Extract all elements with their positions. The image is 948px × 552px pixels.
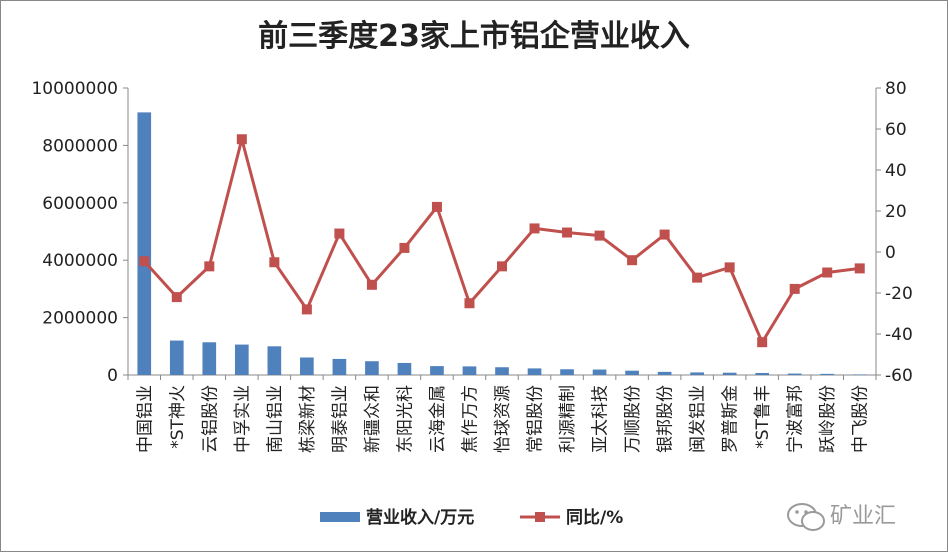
x-category-label: 南山铝业 — [265, 385, 285, 453]
bar — [592, 369, 607, 375]
bar — [202, 342, 217, 375]
x-category-label: 银邦股份 — [656, 385, 676, 453]
right-tick-label: 0 — [885, 243, 896, 263]
bar — [527, 368, 542, 375]
yoy-point — [627, 255, 638, 266]
yoy-point — [497, 261, 507, 272]
x-category-label: 中孚实业 — [233, 385, 253, 453]
bar — [332, 358, 347, 375]
watermark: 矿业汇 — [787, 503, 896, 531]
left-tick-label: 2000000 — [42, 309, 118, 329]
x-category-label: 怡球资源 — [493, 385, 513, 453]
x-category-label: 中飞股份 — [851, 385, 871, 453]
yoy-point — [757, 337, 768, 348]
yoy-point — [366, 279, 377, 290]
bar — [657, 371, 672, 375]
right-tick-label: 60 — [885, 120, 907, 140]
yoy-point — [301, 304, 312, 315]
chart-title: 前三季度23家上市铝企营业收入 — [258, 19, 690, 54]
yoy-point — [854, 263, 865, 274]
x-category-label: 焦作万方 — [460, 385, 480, 453]
yoy-point — [204, 261, 215, 272]
x-category-label: 常铝股份 — [526, 385, 546, 453]
yoy-point — [431, 201, 442, 212]
bar — [787, 373, 802, 375]
yoy-point — [171, 292, 182, 303]
x-category-label: *ST神火 — [168, 385, 188, 449]
x-category-label: 云铝股份 — [200, 385, 220, 453]
bar — [755, 372, 770, 375]
yoy-point — [269, 257, 280, 268]
yoy-point — [236, 134, 247, 145]
left-tick-label: 10000000 — [31, 79, 118, 99]
legend-bar-swatch — [320, 512, 360, 522]
yoy-point — [139, 256, 150, 267]
wechat-icon — [787, 503, 825, 531]
left-tick-label: 4000000 — [42, 251, 118, 271]
right-tick-label: 40 — [885, 161, 907, 181]
x-category-label: 利源精制 — [558, 385, 578, 453]
plot-area: 0 2000000 4000000 6000000 8000000 10000000 -60… — [31, 79, 912, 453]
yoy-point — [724, 262, 735, 273]
yoy-point — [692, 272, 703, 283]
legend: 营业收入/万元 同比/% — [320, 507, 623, 528]
yoy-point — [464, 298, 475, 309]
legend-label-revenue: 营业收入/万元 — [366, 507, 474, 528]
x-category-label: 宁波富邦 — [786, 385, 806, 453]
bar — [365, 361, 379, 375]
bar — [690, 372, 704, 375]
yoy-point — [659, 229, 670, 240]
right-tick-label: 20 — [885, 202, 907, 222]
left-tick-label: 0 — [107, 366, 118, 386]
bar — [137, 112, 152, 376]
legend-marker-swatch — [535, 512, 545, 522]
bar — [300, 357, 314, 375]
yoy-point — [562, 227, 573, 238]
right-tick-label: -20 — [885, 284, 913, 304]
left-tick-label: 6000000 — [42, 194, 118, 214]
right-tick-label: -40 — [885, 325, 913, 345]
x-category-label: 云海金属 — [428, 385, 448, 453]
yoy-point — [529, 223, 540, 234]
watermark-text: 矿业汇 — [830, 504, 896, 529]
yoy-series-line — [143, 137, 860, 344]
yoy-point — [789, 283, 800, 294]
bar — [462, 366, 477, 375]
bar — [430, 366, 444, 375]
bar — [722, 372, 737, 375]
x-category-label: 明泰铝业 — [330, 385, 350, 453]
yoy-point — [822, 267, 833, 278]
x-category-label: 中国铝业 — [135, 385, 155, 453]
bar — [852, 374, 867, 375]
bar — [267, 346, 282, 375]
x-category-label: 东阳光科 — [395, 385, 415, 453]
bar — [560, 369, 574, 375]
bar — [495, 367, 509, 375]
right-tick-label: 80 — [885, 79, 907, 99]
x-category-label: 万顺股份 — [623, 385, 643, 453]
x-category-label: 栋梁新材 — [298, 385, 318, 453]
yoy-point — [594, 230, 605, 241]
left-tick-label: 8000000 — [42, 136, 118, 156]
bar — [397, 362, 412, 375]
x-category-label: 跃岭股份 — [818, 385, 838, 453]
x-category-label: *ST鲁丰 — [753, 385, 773, 449]
yoy-point — [334, 228, 345, 239]
bar — [820, 373, 835, 375]
right-tick-label: -60 — [885, 366, 913, 386]
bar — [234, 344, 249, 375]
x-category-label: 新疆众和 — [363, 385, 383, 453]
x-category-label: 罗普斯金 — [721, 385, 741, 453]
legend-label-yoy: 同比/% — [566, 507, 623, 528]
x-category-label: 闽发铝业 — [688, 385, 708, 453]
yoy-point — [399, 242, 410, 253]
bar — [169, 340, 184, 375]
bar — [625, 370, 639, 375]
x-category-label: 亚太科技 — [591, 385, 611, 453]
